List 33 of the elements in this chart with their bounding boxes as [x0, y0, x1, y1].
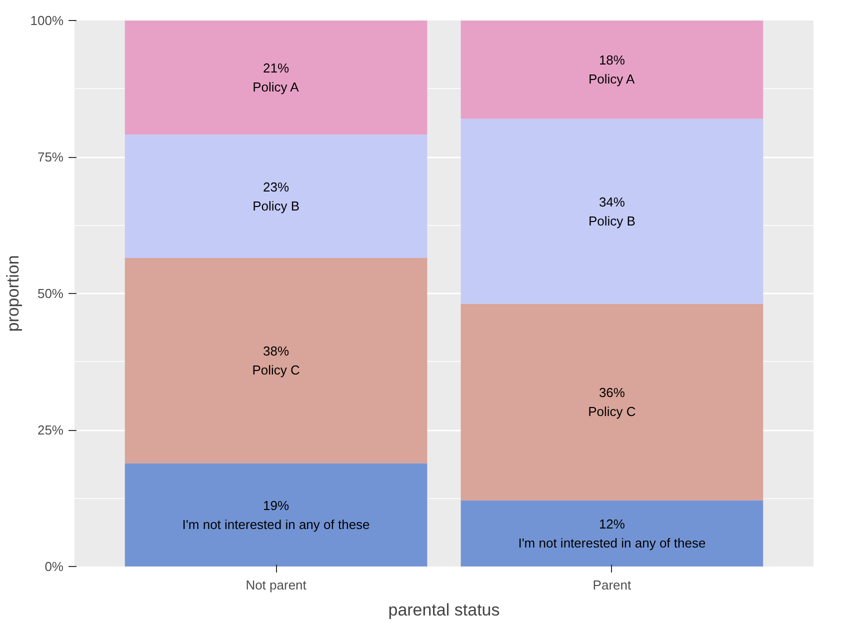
- y-tick-label: 25%: [37, 422, 64, 438]
- text: I'm not interested in any of these: [182, 516, 370, 532]
- bar: [124, 134, 428, 258]
- bar: [460, 304, 764, 500]
- data-label: 23%: [263, 179, 290, 194]
- data-label: 21%: [263, 60, 290, 76]
- bar: [124, 20, 428, 135]
- data-label: 18%: [598, 52, 626, 68]
- data-label: 19%: [263, 498, 290, 513]
- data-label: 38%: [263, 344, 290, 359]
- text: Policy C: [252, 362, 300, 378]
- data-label: 36%: [598, 385, 626, 400]
- bar: [460, 118, 764, 304]
- series-label: Policy C: [588, 404, 636, 420]
- data-label: 12%: [598, 516, 626, 532]
- bar: [124, 463, 428, 566]
- bar: [460, 20, 764, 119]
- y-tick-label: 0%: [44, 559, 64, 574]
- bar: [124, 258, 428, 464]
- series-label: I'm not interested in any of these: [518, 535, 706, 550]
- y-tick-label: 75%: [37, 150, 64, 164]
- text: Policy B: [588, 213, 636, 228]
- y-tick-label: 50%: [37, 286, 64, 301]
- data-label: 34%: [598, 194, 626, 210]
- x-tick-label: Not parent: [246, 578, 307, 592]
- x-tick-label: Parent: [592, 578, 632, 592]
- text: Policy A: [252, 80, 299, 95]
- x-axis-title: parental status: [388, 600, 500, 620]
- series-label: Policy B: [252, 198, 300, 214]
- y-tick-label: 100%: [30, 13, 64, 28]
- y-axis-title: proportion: [3, 255, 22, 332]
- series-label: Policy A: [588, 72, 636, 87]
- bar: [460, 500, 764, 566]
